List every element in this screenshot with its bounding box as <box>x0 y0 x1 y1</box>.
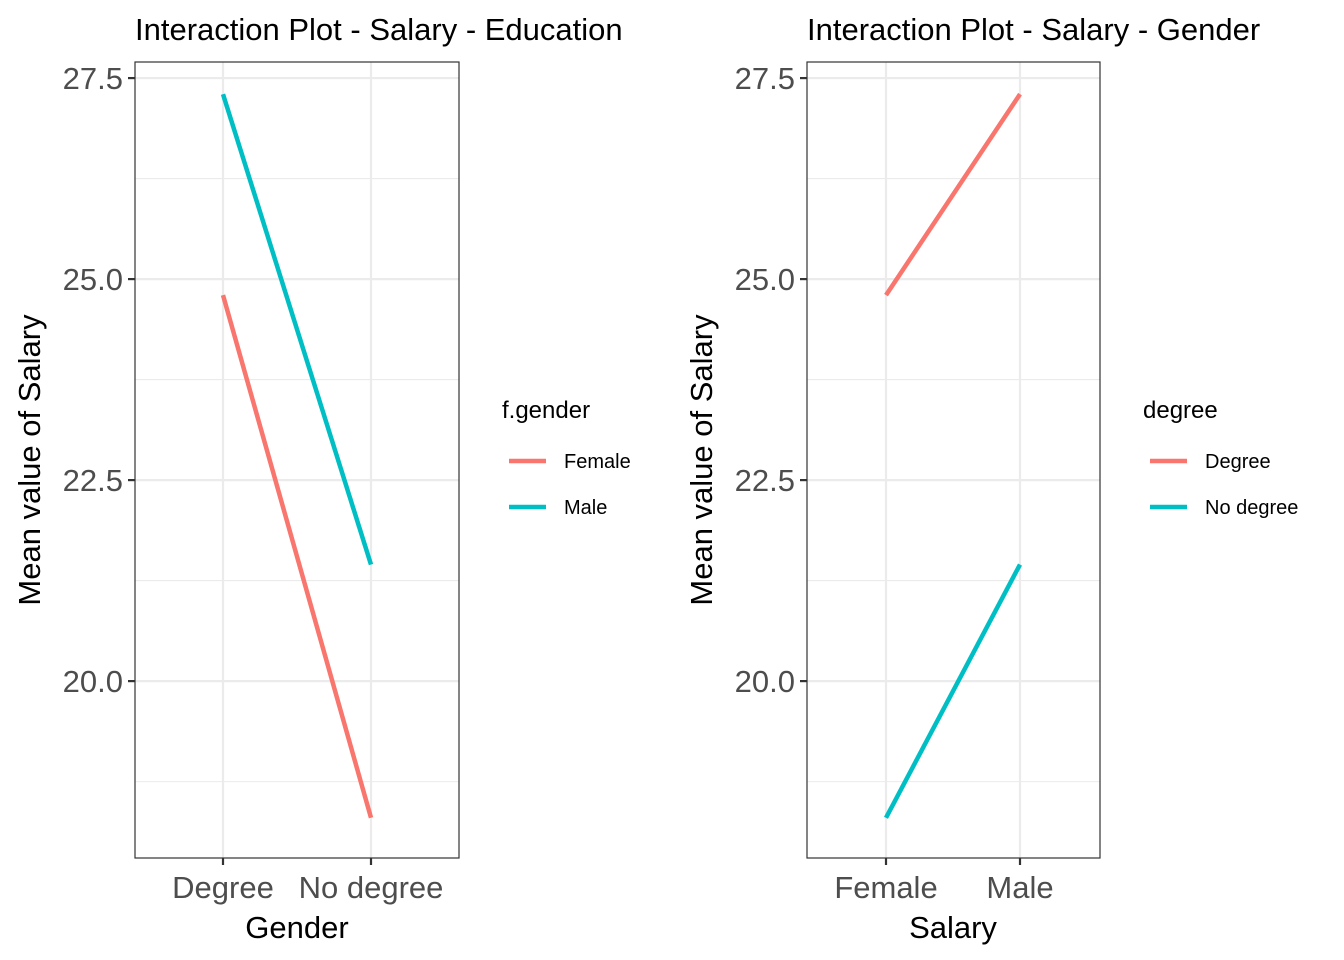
right-x-tick-label: Male <box>986 870 1053 905</box>
left-y-tick-label: 20.0 <box>63 664 123 699</box>
left-x-tick-label: Degree <box>172 870 274 905</box>
left-legend-label-female: Female <box>564 451 631 473</box>
left-chart-title: Interaction Plot - Salary - Education <box>135 12 623 47</box>
right-y-tick-label: 25.0 <box>735 262 795 297</box>
left-y-tick-label: 25.0 <box>63 262 123 297</box>
left-legend: f.gender Female Male <box>502 397 631 519</box>
left-interaction-plot: 20.0 22.5 25.0 27.5 Degree No degree Interact… <box>12 12 631 945</box>
right-y-tick-label: 27.5 <box>735 61 795 96</box>
right-interaction-plot: 20.0 22.5 25.0 27.5 Female Male Interaction P… <box>684 12 1298 945</box>
left-grid <box>135 62 459 858</box>
right-legend-title: degree <box>1143 397 1218 424</box>
left-x-tick-label: No degree <box>299 870 444 905</box>
right-series-line-no-degree <box>884 563 1022 819</box>
right-chart-title: Interaction Plot - Salary - Gender <box>807 12 1260 47</box>
left-series-line-male <box>220 93 374 566</box>
left-ticks: 20.0 22.5 25.0 27.5 Degree No degree <box>63 61 444 905</box>
left-y-tick-label: 22.5 <box>63 463 123 498</box>
right-x-axis-label: Salary <box>909 910 997 945</box>
left-legend-label-male: Male <box>564 497 607 519</box>
left-x-axis-label: Gender <box>245 910 348 945</box>
left-panel-border <box>134 61 460 859</box>
left-series-lines <box>220 93 374 819</box>
right-legend-label-no-degree: No degree <box>1205 497 1298 519</box>
right-series-lines <box>884 92 1022 819</box>
left-y-tick-label: 27.5 <box>63 61 123 96</box>
left-legend-title: f.gender <box>502 397 590 424</box>
right-y-tick-label: 22.5 <box>735 463 795 498</box>
right-x-tick-label: Female <box>834 870 937 905</box>
right-y-axis-label: Mean value of Salary <box>684 314 719 606</box>
right-legend: degree Degree No degree <box>1143 397 1298 519</box>
right-legend-label-degree: Degree <box>1205 451 1271 473</box>
right-panel-border <box>806 61 1101 859</box>
right-ticks: 20.0 22.5 25.0 27.5 Female Male <box>735 61 1054 905</box>
right-series-line-degree <box>884 92 1022 297</box>
right-y-tick-label: 20.0 <box>735 664 795 699</box>
left-y-axis-label: Mean value of Salary <box>12 314 47 606</box>
left-series-line-female <box>220 294 374 819</box>
right-grid <box>807 62 1100 858</box>
